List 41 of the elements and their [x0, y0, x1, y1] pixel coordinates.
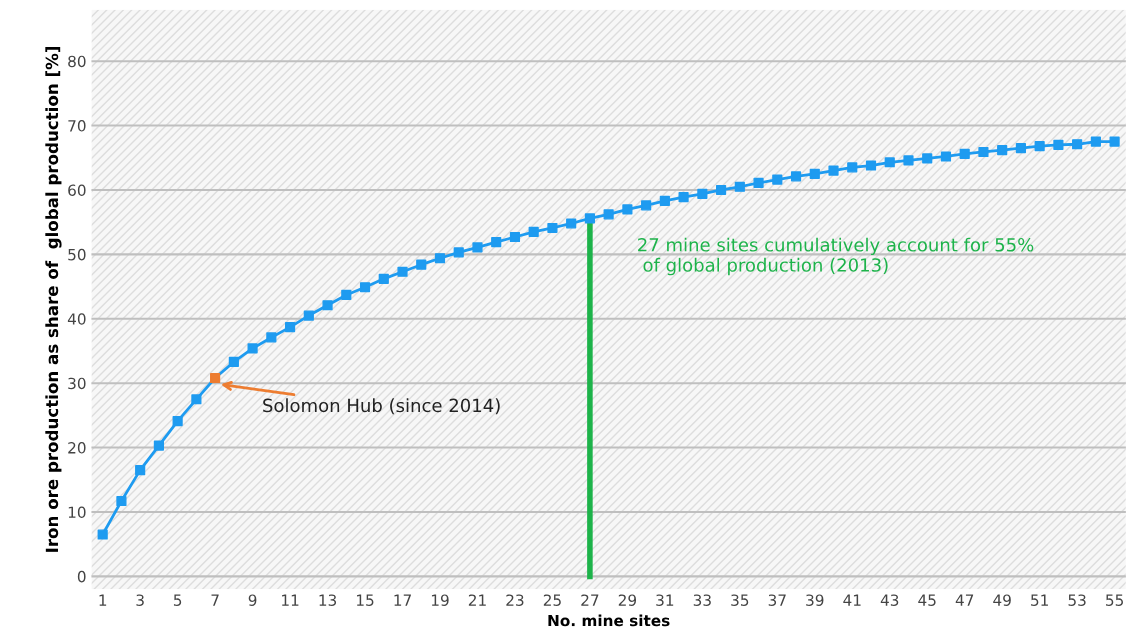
x-tick-label: 51 [1031, 594, 1048, 606]
x-tick-label: 21 [468, 594, 486, 606]
x-tick-label: 41 [843, 594, 861, 606]
annotation: 27 mine sites cumulatively account for 55% of global production (2013) [638, 237, 1034, 276]
x-tick-label: 35 [731, 594, 749, 606]
x-tick-label: 1 [99, 594, 107, 606]
y-tick-label: 10 [68, 506, 86, 518]
x-tick-label: 11 [282, 594, 299, 606]
x-tick-label: 31 [656, 594, 674, 606]
annotation: Solomon Hub (since 2014) [263, 398, 500, 415]
x-tick-label: 49 [993, 594, 1011, 606]
y-axis-title: Iron ore production as share of global production [%] [45, 46, 62, 552]
x-tick-label: 39 [806, 594, 824, 606]
x-axis-title: No. mine sites [548, 614, 670, 627]
x-tick-label: 25 [543, 594, 561, 606]
x-tick-label: 19 [431, 594, 449, 606]
y-tick-label: 80 [68, 55, 86, 68]
y-tick-label: 70 [68, 120, 86, 132]
y-tick-label: 60 [68, 184, 86, 196]
x-tick-label: 43 [880, 594, 899, 606]
x-tick-label: 29 [618, 594, 637, 606]
x-tick-label: 53 [1068, 594, 1086, 606]
x-tick-label: 3 [136, 594, 144, 606]
x-tick-label: 13 [319, 594, 337, 606]
x-tick-label: 23 [506, 594, 524, 606]
x-tick-label: 37 [768, 594, 786, 606]
x-tick-label: 27 [581, 594, 599, 606]
x-tick-label: 33 [693, 594, 711, 606]
y-tick-label: 50 [68, 248, 86, 261]
x-tick-label: 55 [1106, 594, 1123, 606]
x-tick-label: 45 [918, 594, 936, 606]
x-tick-label: 15 [356, 594, 374, 606]
y-tick-label: 40 [67, 313, 86, 325]
x-tick-label: 17 [394, 594, 411, 606]
y-tick-label: 20 [68, 442, 86, 454]
x-tick-label: 9 [248, 594, 257, 606]
y-tick-label: 30 [68, 377, 86, 390]
x-tick-label: 47 [955, 594, 974, 606]
y-tick-label: 0 [77, 570, 86, 583]
x-tick-label: 5 [173, 594, 182, 606]
x-tick-label: 7 [211, 594, 219, 606]
